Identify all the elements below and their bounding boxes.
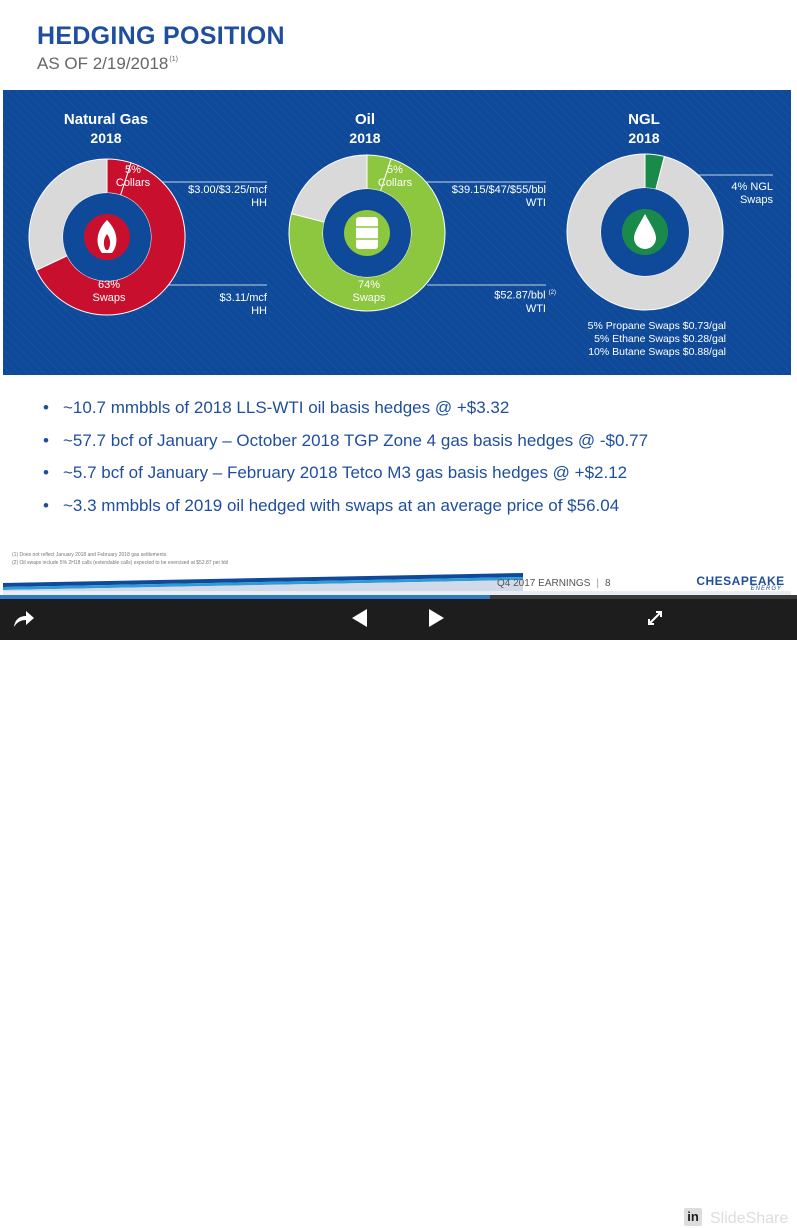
oil-collars-price-value: $39.15/$47/$55/bbl: [451, 184, 546, 196]
oil-swaps-pct: 74%: [357, 279, 381, 291]
chart-title-ngl: NGL 2018: [584, 111, 704, 147]
gas-swaps-pct: 63%: [97, 279, 121, 291]
gas-swaps-price-value: $3.11/mcf: [219, 292, 268, 304]
oil-barrel-icon: [344, 210, 390, 256]
chart-year: 2018: [90, 130, 122, 146]
oil-collars-label: 5% Collars: [373, 164, 417, 190]
gas-collars-text: Collars: [115, 177, 151, 189]
donut-charts: [28, 153, 773, 316]
droplet-icon: [622, 209, 668, 255]
linkedin-icon[interactable]: in: [684, 1208, 702, 1226]
subtitle-footnote-ref: (1): [169, 56, 178, 63]
chart-title-natural-gas: Natural Gas 2018: [46, 111, 166, 147]
footer-page-number: 8: [604, 578, 611, 589]
bullet-item: ~57.7 bcf of January – October 2018 TGP …: [43, 431, 648, 464]
chart-year: 2018: [349, 130, 381, 146]
gas-swaps-price: $3.11/mcf HH: [167, 292, 268, 318]
slide: HEDGING POSITION AS OF 2/19/2018(1) Natu…: [3, 3, 791, 599]
logo-name: CHESAPEAKE: [696, 574, 785, 588]
footnote-1: (1) Does not reflect January 2018 and Fe…: [12, 552, 167, 558]
chart-name: Oil: [354, 111, 375, 128]
slide-title: HEDGING POSITION: [37, 22, 285, 50]
logo-sub: ENERGY: [750, 586, 782, 592]
gas-collars-price-unit: HH: [251, 197, 267, 209]
oil-collars-price: $39.15/$47/$55/bbl WTI: [426, 184, 546, 210]
ngl-swaps-pct: 4% NGL: [731, 181, 773, 193]
footer-stripes: [3, 573, 791, 595]
chesapeake-logo: CHESAPEAKE ENERGY: [693, 574, 788, 592]
gas-flame-icon: [84, 214, 130, 260]
oil-swaps-price: $52.87/bbl (2) WTI: [446, 287, 556, 316]
oil-collars-price-unit: WTI: [525, 197, 546, 209]
oil-swaps-text: Swaps: [352, 292, 386, 304]
subtitle-text: AS OF 2/19/2018: [37, 54, 169, 73]
next-slide-icon[interactable]: [425, 607, 447, 629]
ngl-detail-butane: 10% Butane Swaps $0.88/gal: [588, 346, 726, 358]
bullet-item: ~10.7 mmbbls of 2018 LLS-WTI oil basis h…: [43, 398, 648, 431]
footnote-2: (2) Oil swaps include 5% 2H18 calls (ext…: [12, 560, 229, 566]
ngl-swaps-text: Swaps: [739, 194, 773, 206]
oil-swaps-label: 74% Swaps: [347, 279, 391, 305]
ngl-detail-propane: 5% Propane Swaps $0.73/gal: [587, 320, 726, 332]
gas-swaps-text: Swaps: [92, 292, 126, 304]
chart-name: NGL: [628, 111, 660, 128]
share-icon[interactable]: [10, 607, 36, 631]
ngl-detail-ethane: 5% Ethane Swaps $0.28/gal: [594, 333, 726, 345]
oil-collars-pct: 5%: [387, 164, 403, 176]
footer-earnings: Q4 2017 EARNINGS: [497, 578, 591, 589]
slideshow-viewer: HEDGING POSITION AS OF 2/19/2018(1) Natu…: [0, 0, 797, 640]
viewer-toolbar: 8 of 13 in SlideShare: [0, 599, 797, 1227]
slide-subtitle: AS OF 2/19/2018(1): [37, 54, 178, 74]
fullscreen-icon[interactable]: [646, 609, 664, 627]
page-indicator: 8 of 13: [379, 1209, 413, 1221]
oil-swaps-price-value: $52.87/bbl: [494, 289, 546, 302]
bullet-item: ~5.7 bcf of January – February 2018 Tetc…: [43, 463, 648, 496]
ngl-swaps-label: 4% NGL Swaps: [693, 181, 773, 207]
gas-collars-price-value: $3.00/$3.25/mcf: [188, 184, 267, 196]
chart-title-oil: Oil 2018: [305, 111, 425, 147]
slideshare-brand[interactable]: SlideShare: [710, 1210, 789, 1227]
ngl-details: 5% Propane Swaps $0.73/gal 5% Ethane Swa…: [543, 320, 726, 359]
previous-slide-icon[interactable]: [349, 607, 371, 629]
oil-collars-text: Collars: [377, 177, 413, 189]
progress-bar[interactable]: [0, 595, 797, 599]
bullet-list: ~10.7 mmbbls of 2018 LLS-WTI oil basis h…: [43, 398, 648, 528]
footer-label: Q4 2017 EARNINGS | 8: [497, 578, 611, 589]
gas-swaps-price-unit: HH: [251, 305, 267, 317]
gas-swaps-label: 63% Swaps: [87, 279, 131, 305]
gas-collars-label: 5% Collars: [113, 164, 153, 190]
oil-swaps-footnote-ref: (2): [548, 290, 556, 296]
footer-separator: |: [596, 578, 599, 589]
progress-bar-fill: [0, 595, 491, 599]
chart-name: Natural Gas: [63, 111, 149, 128]
chart-year: 2018: [628, 130, 660, 146]
oil-swaps-price-line: $52.87/bbl (2): [446, 287, 556, 303]
gas-collars-price: $3.00/$3.25/mcf HH: [167, 184, 267, 210]
gas-collars-pct: 5%: [125, 164, 141, 176]
bullet-item: ~3.3 mmbbls of 2019 oil hedged with swap…: [43, 496, 648, 529]
oil-swaps-price-unit: WTI: [525, 302, 546, 315]
